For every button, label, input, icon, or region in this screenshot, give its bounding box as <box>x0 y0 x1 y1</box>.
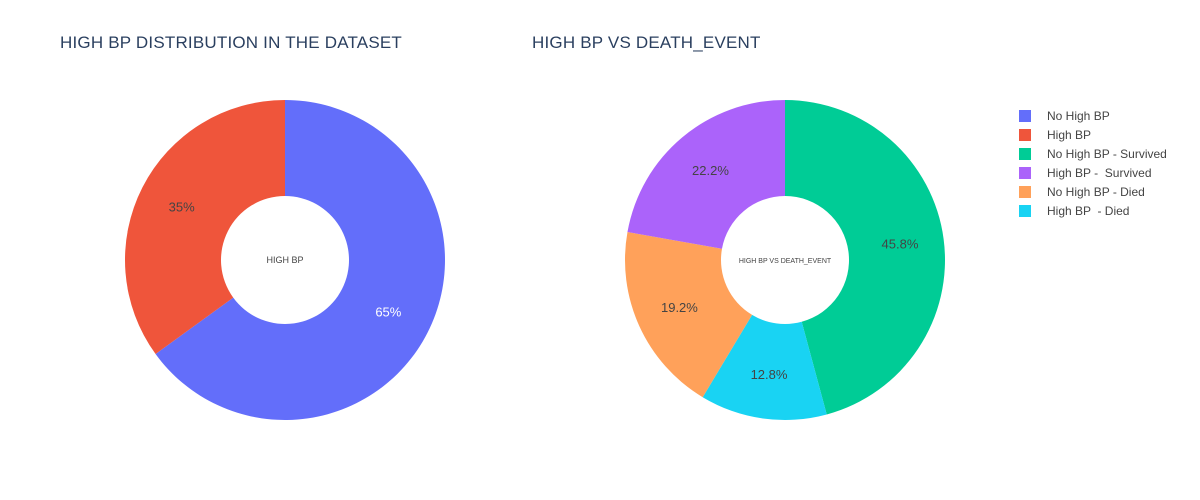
legend-label: High BP - Died <box>1047 203 1130 218</box>
legend-swatch <box>1019 147 1031 160</box>
slice-label-high-bp-died: 12.8% <box>751 367 788 382</box>
legend-label: No High BP <box>1047 108 1110 123</box>
legend: No High BP High BP No High BP - Survived Hi… <box>1019 106 1167 220</box>
donut-high-bp-vs-death: 45.8% 12.8% 19.2% 22.2% HIGH BP VS DEATH_EVE… <box>625 100 945 420</box>
slice-label-no-high-bp-died: 19.2% <box>661 300 698 315</box>
slice-high-bp[interactable] <box>124 100 285 355</box>
slice-high-bp-survived[interactable] <box>627 100 785 249</box>
donut-high-bp: 65% 35% HIGH BP <box>124 100 445 420</box>
legend-swatch <box>1019 109 1031 122</box>
legend-item-high-bp-survived[interactable]: High BP - Survived <box>1019 163 1167 182</box>
slice-label-no-high-bp: 65% <box>375 305 401 320</box>
legend-item-no-high-bp-survived[interactable]: No High BP - Survived <box>1019 144 1167 163</box>
legend-item-high-bp[interactable]: High BP <box>1019 125 1167 144</box>
slice-label-high-bp-survived: 22.2% <box>692 163 729 178</box>
slice-no-high-bp-survived[interactable] <box>785 100 945 415</box>
legend-swatch <box>1019 185 1031 198</box>
legend-swatch <box>1019 204 1031 217</box>
legend-label: No High BP - Died <box>1047 184 1145 199</box>
legend-label: High BP - Survived <box>1047 165 1152 180</box>
slice-no-high-bp-died[interactable] <box>625 231 753 398</box>
legend-swatch <box>1019 128 1031 141</box>
legend-label: High BP <box>1047 127 1092 142</box>
legend-swatch <box>1019 166 1031 179</box>
legend-item-no-high-bp[interactable]: No High BP <box>1019 106 1167 125</box>
slice-high-bp-died[interactable] <box>702 314 827 420</box>
slice-no-high-bp[interactable] <box>155 100 445 420</box>
chart-title-high-bp-vs-death-event: HIGH BP VS DEATH_EVENT <box>532 33 761 52</box>
slice-label-high-bp: 35% <box>169 199 195 214</box>
legend-label: No High BP - Survived <box>1047 146 1167 161</box>
donut-center-label-high-bp-vs-death: HIGH BP VS DEATH_EVENT <box>739 258 832 265</box>
chart-title-high-bp-distribution: HIGH BP DISTRIBUTION IN THE DATASET <box>60 33 403 52</box>
slice-label-no-high-bp-survived: 45.8% <box>882 237 919 252</box>
legend-item-no-high-bp-died[interactable]: No High BP - Died <box>1019 182 1167 201</box>
donut-center-label-high-bp: HIGH BP <box>266 255 303 265</box>
legend-item-high-bp-died[interactable]: High BP - Died <box>1019 201 1167 220</box>
